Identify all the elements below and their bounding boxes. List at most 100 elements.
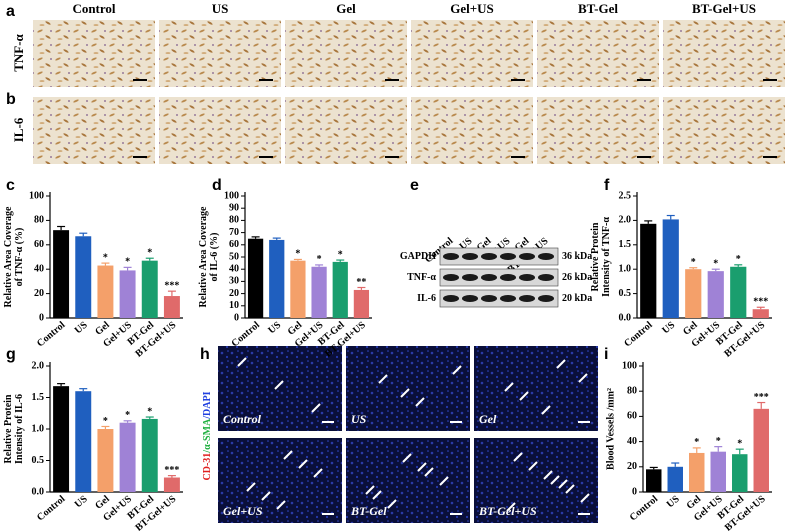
y-tick-label: 100 bbox=[29, 190, 44, 201]
y-tick-label: 40 bbox=[34, 263, 44, 274]
significance: * bbox=[125, 257, 130, 268]
arrow bbox=[506, 502, 516, 512]
histology-image bbox=[537, 97, 659, 164]
blot-strip bbox=[439, 289, 559, 308]
fluorescence-image bbox=[218, 438, 342, 523]
column-header: BT-Gel bbox=[578, 1, 618, 16]
y-tick-label: 1.0 bbox=[619, 263, 632, 274]
significance: *** bbox=[164, 465, 179, 476]
blot-band bbox=[500, 253, 516, 260]
fluorescence-image bbox=[346, 438, 470, 523]
bar bbox=[753, 408, 769, 492]
bar bbox=[732, 454, 748, 492]
bar bbox=[752, 309, 769, 318]
arrow bbox=[543, 470, 553, 480]
blot-band bbox=[519, 253, 535, 260]
arrow bbox=[528, 461, 538, 471]
y-tick-label: 80 bbox=[34, 215, 44, 226]
arrow bbox=[550, 475, 560, 485]
bar bbox=[662, 219, 679, 318]
size-label: 26 kDa bbox=[562, 272, 592, 283]
bar bbox=[290, 260, 306, 318]
y-tick-label: 30 bbox=[229, 276, 239, 287]
y-axis-label: Intensity of TNF-α bbox=[601, 217, 612, 297]
histology-image bbox=[411, 20, 533, 87]
arrow bbox=[519, 391, 529, 401]
image-label: US bbox=[351, 412, 367, 426]
row-label: IL-6 bbox=[11, 117, 26, 142]
y-tick-label: 50 bbox=[229, 251, 239, 262]
significance: *** bbox=[754, 392, 769, 403]
significance: * bbox=[103, 416, 108, 427]
blot-band bbox=[443, 295, 459, 302]
panel-label: b bbox=[6, 91, 16, 108]
y-tick-label: 60 bbox=[229, 239, 239, 250]
y-tick-label: 20 bbox=[627, 461, 637, 472]
blot-band bbox=[443, 253, 459, 260]
significance: * bbox=[147, 248, 152, 259]
arrow bbox=[246, 482, 256, 492]
significance: * bbox=[694, 437, 699, 448]
blot-band bbox=[481, 274, 497, 281]
y-tick-label: 40 bbox=[627, 436, 637, 447]
bar bbox=[710, 451, 726, 492]
arrow bbox=[378, 374, 388, 384]
blot-band bbox=[538, 295, 554, 302]
x-tick-label: Control bbox=[230, 319, 263, 349]
histology-image bbox=[33, 20, 155, 87]
y-tick-label: 70 bbox=[229, 227, 239, 238]
significance: * bbox=[736, 254, 741, 265]
y-tick-label: 1.5 bbox=[32, 392, 45, 403]
panel-label: a bbox=[6, 3, 15, 20]
arrow bbox=[452, 365, 462, 375]
significance: * bbox=[125, 410, 130, 421]
blot-band bbox=[481, 253, 497, 260]
y-tick-label: 20 bbox=[229, 288, 239, 299]
y-axis-label: of IL-6 (%) bbox=[209, 233, 220, 282]
arrow bbox=[513, 452, 523, 462]
significance: * bbox=[147, 406, 152, 417]
significance: *** bbox=[164, 280, 179, 291]
y-tick-label: 80 bbox=[229, 215, 239, 226]
arrow bbox=[311, 403, 321, 413]
x-tick-label: US bbox=[73, 319, 90, 336]
significance: * bbox=[691, 257, 696, 268]
bar bbox=[353, 289, 370, 318]
y-tick-label: 0 bbox=[234, 312, 239, 323]
blot-band bbox=[462, 274, 478, 281]
significance: * bbox=[317, 254, 322, 265]
arrow bbox=[424, 467, 434, 477]
blot-strip bbox=[439, 268, 559, 287]
stain-part: /DAPI bbox=[202, 391, 213, 419]
histology-image bbox=[285, 20, 407, 87]
y-axis-label: Relative Area Coverage bbox=[198, 206, 209, 307]
bar bbox=[730, 266, 747, 318]
bar bbox=[119, 270, 136, 318]
blot-band bbox=[538, 274, 554, 281]
significance: ** bbox=[356, 277, 366, 288]
y-tick-label: 40 bbox=[229, 263, 239, 274]
x-tick-label: US bbox=[266, 319, 283, 336]
bar bbox=[689, 452, 705, 492]
blot-band bbox=[462, 253, 478, 260]
panel-label: d bbox=[212, 177, 222, 194]
size-label: 20 kDa bbox=[562, 293, 592, 304]
y-tick-label: 100 bbox=[224, 190, 239, 201]
panel-label: i bbox=[604, 346, 608, 363]
y-tick-label: 0.0 bbox=[619, 312, 632, 323]
arrow bbox=[283, 450, 293, 460]
blot-band bbox=[519, 295, 535, 302]
bar bbox=[640, 223, 657, 318]
stain-label: CD-31/α-SMA/DAPI bbox=[202, 391, 213, 480]
y-tick-label: 10 bbox=[229, 300, 239, 311]
bar bbox=[141, 260, 158, 318]
bar bbox=[119, 422, 136, 492]
y-tick-label: 0 bbox=[632, 486, 637, 497]
histology-image bbox=[663, 97, 785, 164]
stain-part: /α-SMA bbox=[202, 418, 213, 454]
size-label: 36 kDa bbox=[562, 251, 592, 262]
column-header: US bbox=[212, 1, 229, 16]
significance: * bbox=[737, 438, 742, 449]
histology-image bbox=[33, 97, 155, 164]
y-tick-label: 60 bbox=[627, 411, 637, 422]
